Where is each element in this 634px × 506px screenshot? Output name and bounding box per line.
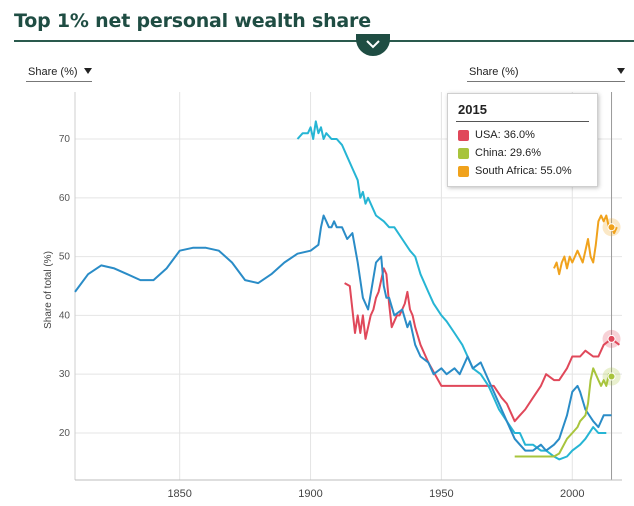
y-tick-label: 60 — [59, 193, 71, 204]
y-tick-label: 30 — [59, 369, 71, 380]
caret-down-icon — [617, 68, 625, 74]
tooltip-year: 2015 — [458, 102, 487, 117]
left-dropdown-label: Share (%) — [28, 66, 78, 78]
x-tick-label: 2000 — [560, 488, 584, 500]
x-tick-label: 1900 — [298, 488, 322, 500]
caret-down-icon — [84, 68, 92, 74]
y-tick-label: 70 — [59, 134, 71, 145]
right-axis-unit-dropdown[interactable]: Share (%) — [467, 64, 625, 82]
y-axis-label: Share of total (%) — [43, 251, 54, 329]
hover-point-0[interactable] — [607, 334, 616, 343]
series-line-4[interactable] — [553, 214, 618, 276]
legend-swatch-china — [458, 148, 469, 159]
legend-swatch-south-africa — [458, 166, 469, 177]
x-tick-label: 1950 — [429, 488, 453, 500]
y-tick-label: 40 — [59, 310, 71, 321]
right-dropdown-label: Share (%) — [469, 66, 519, 78]
x-tick-label: 1850 — [167, 488, 191, 500]
title-divider — [14, 40, 634, 42]
tooltip-text-usa: USA: 36.0% — [475, 129, 535, 141]
series-line-3[interactable] — [514, 367, 613, 458]
hover-point-2[interactable] — [607, 223, 616, 232]
left-axis-unit-dropdown[interactable]: Share (%) — [26, 64, 92, 82]
series-line-2[interactable] — [74, 214, 612, 452]
legend-swatch-usa — [458, 130, 469, 141]
y-tick-label: 50 — [59, 252, 71, 263]
tooltip-text-south-africa: South Africa: 55.0% — [475, 165, 572, 177]
collapse-toggle-button[interactable] — [356, 34, 390, 56]
series-line-0[interactable] — [344, 267, 620, 423]
tooltip-text-china: China: 29.6% — [475, 147, 542, 159]
page-title: Top 1% net personal wealth share — [14, 10, 371, 32]
y-tick-label: 20 — [59, 428, 71, 439]
hover-point-1[interactable] — [607, 372, 616, 381]
chevron-down-icon — [366, 40, 380, 49]
tooltip-divider — [456, 121, 589, 122]
hover-tooltip: 2015 USA: 36.0% China: 29.6% South Afric… — [447, 93, 598, 187]
